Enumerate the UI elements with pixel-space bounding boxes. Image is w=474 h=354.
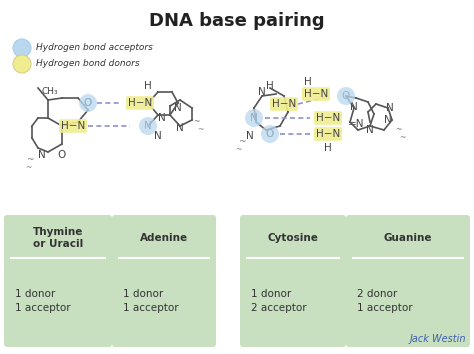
Text: N: N	[250, 113, 258, 123]
Text: 1 donor
1 acceptor: 1 donor 1 acceptor	[123, 289, 179, 313]
Text: N: N	[250, 113, 258, 123]
Text: O: O	[84, 98, 92, 108]
Text: H−N: H−N	[61, 121, 85, 131]
Text: ~: ~	[238, 137, 246, 147]
FancyBboxPatch shape	[240, 215, 346, 347]
FancyBboxPatch shape	[241, 216, 345, 260]
Text: N: N	[176, 123, 184, 133]
FancyBboxPatch shape	[346, 215, 470, 347]
Text: H: H	[144, 81, 152, 91]
Text: 1 donor
2 acceptor: 1 donor 2 acceptor	[251, 289, 307, 313]
FancyBboxPatch shape	[113, 216, 215, 260]
Text: ~: ~	[25, 164, 31, 172]
Text: H−N: H−N	[304, 89, 328, 99]
Text: Thymine
or Uracil: Thymine or Uracil	[33, 227, 83, 249]
Text: N: N	[38, 150, 46, 160]
Text: H: H	[324, 143, 332, 153]
Text: H−N: H−N	[316, 113, 340, 123]
Text: ~: ~	[26, 155, 34, 165]
Text: Jack Westin: Jack Westin	[410, 334, 466, 344]
Text: Hydrogen bond donors: Hydrogen bond donors	[36, 59, 140, 69]
Text: N: N	[350, 102, 358, 112]
Text: H−N: H−N	[128, 98, 152, 108]
FancyBboxPatch shape	[5, 216, 111, 260]
Text: N: N	[174, 103, 182, 113]
Text: N: N	[144, 121, 152, 131]
Text: ~: ~	[235, 145, 241, 154]
Text: ~: ~	[399, 133, 405, 143]
Text: O: O	[342, 91, 350, 101]
Text: N: N	[384, 115, 392, 125]
Circle shape	[139, 117, 157, 135]
Circle shape	[261, 125, 279, 143]
Text: 1 donor
1 acceptor: 1 donor 1 acceptor	[15, 289, 71, 313]
Text: O: O	[58, 150, 66, 160]
Text: N: N	[158, 113, 166, 123]
Text: ~: ~	[395, 126, 401, 135]
Text: N: N	[386, 103, 394, 113]
Text: H: H	[304, 77, 312, 87]
Text: N: N	[258, 87, 266, 97]
Text: DNA base pairing: DNA base pairing	[149, 12, 325, 30]
Text: Cytosine: Cytosine	[267, 233, 319, 243]
Text: H: H	[266, 81, 274, 91]
Text: O: O	[266, 129, 274, 139]
FancyBboxPatch shape	[112, 215, 216, 347]
Circle shape	[13, 39, 31, 57]
Text: =N: =N	[348, 119, 364, 129]
Text: O: O	[84, 98, 92, 108]
Text: 2 donor
1 acceptor: 2 donor 1 acceptor	[357, 289, 413, 313]
Text: O: O	[266, 129, 274, 139]
Text: Guanine: Guanine	[384, 233, 432, 243]
Text: N: N	[366, 125, 374, 135]
Text: N: N	[154, 131, 162, 141]
Text: ~: ~	[193, 118, 199, 126]
Circle shape	[79, 94, 97, 112]
FancyBboxPatch shape	[4, 215, 112, 347]
Circle shape	[13, 55, 31, 73]
Text: CH₃: CH₃	[42, 87, 58, 97]
FancyBboxPatch shape	[347, 216, 469, 260]
Text: N: N	[246, 131, 254, 141]
Text: H−N: H−N	[316, 129, 340, 139]
Circle shape	[337, 87, 355, 105]
Text: Adenine: Adenine	[140, 233, 188, 243]
Text: Hydrogen bond acceptors: Hydrogen bond acceptors	[36, 44, 153, 52]
Text: ~: ~	[197, 126, 203, 135]
Text: H−N: H−N	[272, 99, 296, 109]
Circle shape	[245, 109, 263, 127]
